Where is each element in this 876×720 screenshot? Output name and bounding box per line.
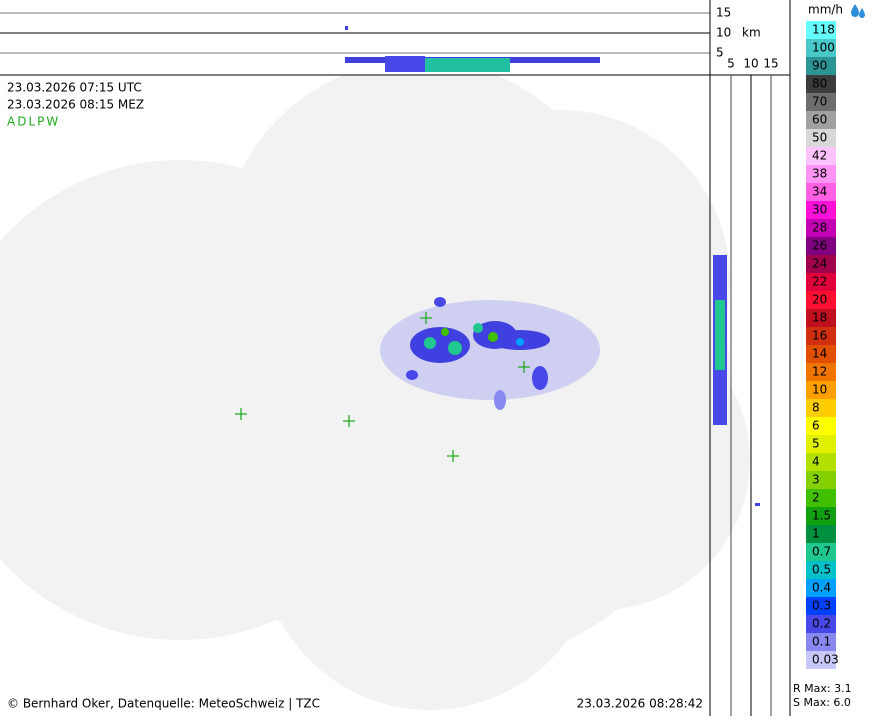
legend-label: 0.1: [812, 635, 831, 649]
side-tick: 10: [743, 57, 758, 71]
legend-swatch: [806, 345, 836, 363]
legend-swatch: [806, 363, 836, 381]
legend-label: 80: [812, 77, 827, 91]
legend-swatch: [806, 273, 836, 291]
legend-swatch: [806, 399, 836, 417]
legend-label: 70: [812, 95, 827, 109]
legend-label: 0.3: [812, 599, 831, 613]
legend-swatch: [806, 237, 836, 255]
legend-label: 8: [812, 401, 820, 415]
legend-label: 4: [812, 455, 820, 469]
legend-swatch: [806, 39, 836, 57]
legend-label: 24: [812, 257, 827, 271]
legend-swatch: [806, 129, 836, 147]
legend-swatch: [806, 147, 836, 165]
cross-section-top: [0, 0, 710, 75]
legend-label: 42: [812, 149, 827, 163]
legend-swatch: [806, 597, 836, 615]
legend-label: 0.5: [812, 563, 831, 577]
legend: 1181009080706050423834302826242220181614…: [806, 21, 839, 669]
top-tick: 10: [716, 26, 731, 40]
legend-label: 60: [812, 113, 827, 127]
side-profile: [713, 255, 760, 506]
time-utc: 23.03.2026 07:15 UTC: [7, 81, 142, 95]
legend-label: 14: [812, 347, 827, 361]
product-code: ADLPW: [7, 115, 60, 129]
legend-swatch: [806, 525, 836, 543]
legend-label: 1.5: [812, 509, 831, 523]
legend-swatch: [806, 489, 836, 507]
legend-swatch: [806, 57, 836, 75]
legend-label: 30: [812, 203, 827, 217]
legend-swatch: [806, 615, 836, 633]
legend-swatch: [806, 579, 836, 597]
legend-label: 50: [812, 131, 827, 145]
legend-label: 100: [812, 41, 835, 55]
legend-label: 2: [812, 491, 820, 505]
legend-swatch: [806, 435, 836, 453]
legend-swatch: [806, 453, 836, 471]
legend-swatch: [806, 633, 836, 651]
legend-label: 90: [812, 59, 827, 73]
precip-echoes: [380, 297, 600, 410]
legend-swatch: [806, 471, 836, 489]
legend-swatch: [806, 651, 836, 669]
legend-swatch: [806, 255, 836, 273]
legend-label: 16: [812, 329, 827, 343]
map-background: [0, 60, 750, 710]
legend-swatch: [806, 75, 836, 93]
legend-swatch: [806, 183, 836, 201]
top-tick: 5: [716, 46, 724, 60]
legend-label: 1: [812, 527, 820, 541]
legend-swatch: [806, 291, 836, 309]
legend-swatch: [806, 219, 836, 237]
legend-swatch: [806, 93, 836, 111]
side-tick: 5: [727, 57, 735, 71]
legend-swatch: [806, 201, 836, 219]
legend-label: 34: [812, 185, 827, 199]
legend-unit: mm/h: [808, 3, 843, 17]
legend-label: 26: [812, 239, 827, 253]
legend-swatch: [806, 111, 836, 129]
side-tick: 15: [763, 57, 778, 71]
legend-label: 0.2: [812, 617, 831, 631]
top-profile: [345, 26, 600, 72]
rain-icon: [851, 4, 865, 18]
legend-label: 22: [812, 275, 827, 289]
time-local: 23.03.2026 08:15 MEZ: [7, 98, 144, 112]
top-unit: km: [742, 26, 761, 40]
legend-label: 3: [812, 473, 820, 487]
site-markers: [235, 312, 530, 462]
s-max: S Max: 6.0: [793, 696, 851, 709]
legend-label: 38: [812, 167, 827, 181]
legend-label: 5: [812, 437, 820, 451]
legend-label: 12: [812, 365, 827, 379]
legend-swatch: [806, 309, 836, 327]
legend-swatch: [806, 543, 836, 561]
legend-label: 0.03: [812, 653, 839, 667]
legend-swatch: [806, 507, 836, 525]
legend-label: 20: [812, 293, 827, 307]
legend-swatch: [806, 561, 836, 579]
legend-swatch: [806, 381, 836, 399]
legend-label: 0.4: [812, 581, 831, 595]
timestamp: 23.03.2026 08:28:42: [577, 697, 703, 711]
legend-label: 28: [812, 221, 827, 235]
legend-swatch: [806, 21, 836, 39]
legend-label: 6: [812, 419, 820, 433]
legend-label: 118: [812, 23, 835, 37]
legend-label: 0.7: [812, 545, 831, 559]
credit: © Bernhard Oker, Datenquelle: MeteoSchwe…: [7, 697, 320, 711]
frame-lines: [0, 0, 791, 716]
legend-swatch: [806, 327, 836, 345]
legend-swatch: [806, 165, 836, 183]
legend-label: 10: [812, 383, 827, 397]
legend-label: 18: [812, 311, 827, 325]
r-max: R Max: 3.1: [793, 682, 852, 695]
top-tick: 15: [716, 6, 731, 20]
legend-swatch: [806, 417, 836, 435]
